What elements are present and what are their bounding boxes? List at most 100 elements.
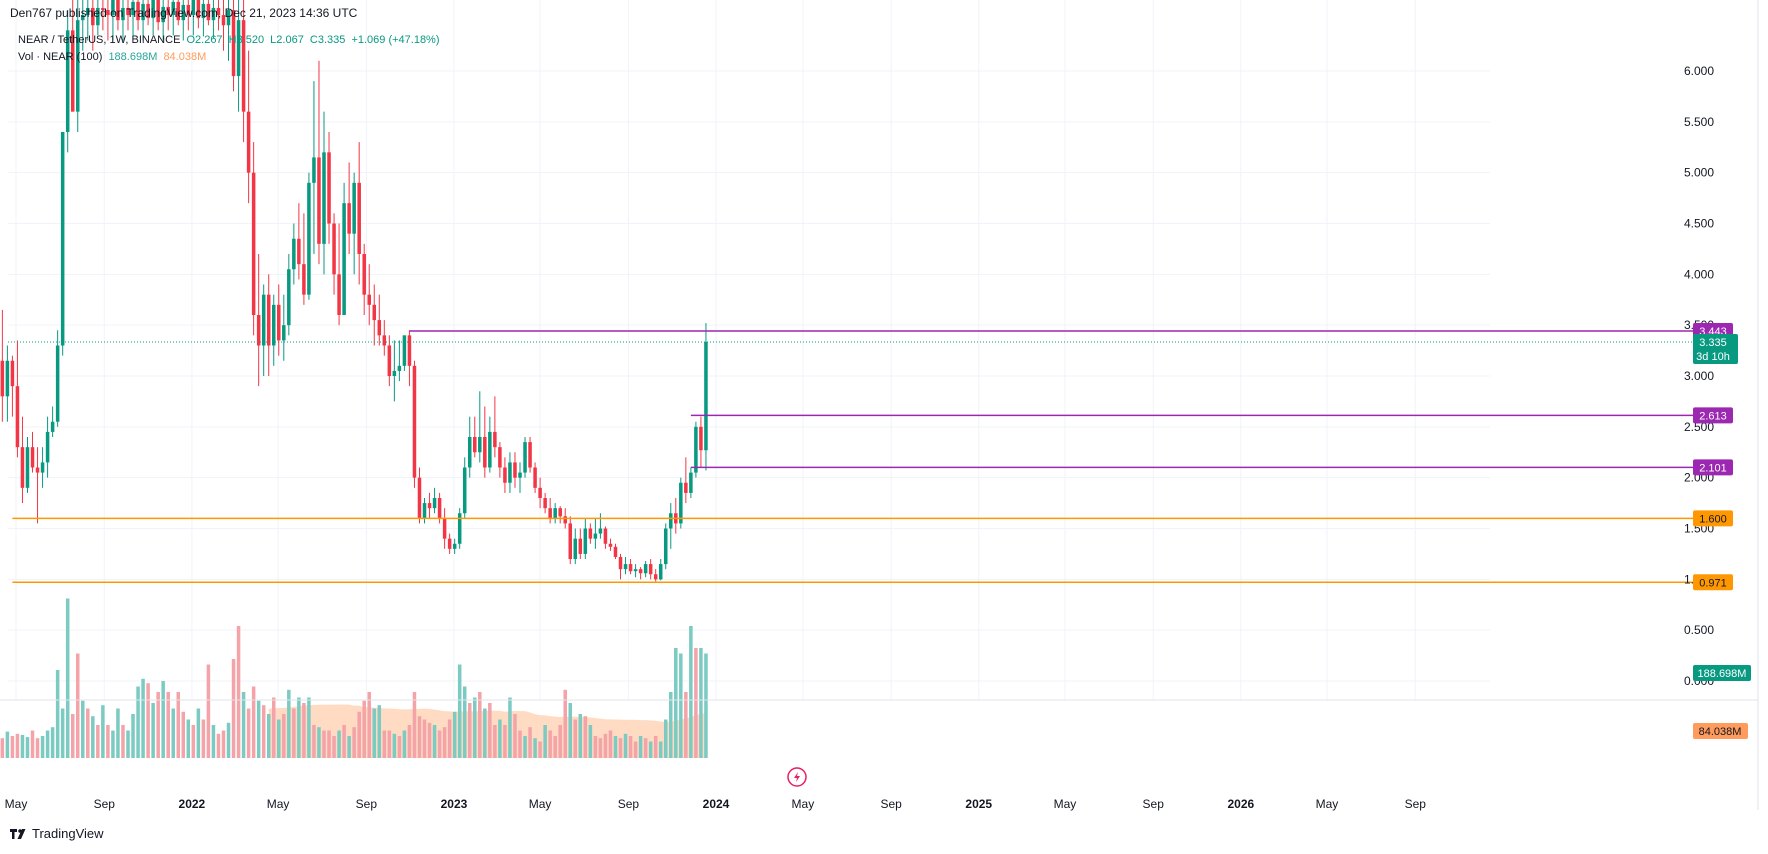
candle-body: [96, 7, 100, 26]
volume-last-badge: [1693, 665, 1751, 681]
candle-body: [266, 294, 271, 346]
candle-body: [226, 10, 231, 26]
candle-body: [432, 498, 437, 509]
volume-bar: [91, 716, 95, 758]
candle-body: [528, 442, 532, 468]
candle-body: [457, 513, 462, 544]
volume-bar: [35, 738, 40, 758]
candle-body: [0, 360, 5, 397]
volume-bar: [86, 708, 90, 758]
candle-body: [201, 3, 206, 19]
footer-brand[interactable]: TradingView: [10, 826, 104, 841]
volume-bar: [136, 686, 140, 758]
volume-bar: [538, 741, 542, 758]
candle-body: [292, 238, 296, 270]
volume-bar: [55, 670, 60, 758]
candle-body: [407, 335, 412, 366]
volume-bar: [402, 730, 407, 758]
volume-bar: [568, 703, 573, 758]
candle-body: [106, 10, 110, 16]
volume-bar: [81, 700, 85, 758]
candle-body: [277, 304, 281, 341]
candle-body: [327, 152, 331, 224]
volume-bar: [166, 692, 170, 758]
candle-body: [538, 487, 542, 498]
ohlc-low: L2.067: [270, 34, 304, 46]
candle-body: [246, 111, 251, 173]
time-tick-label: 2025: [965, 797, 992, 811]
volume-bar: [513, 714, 517, 758]
volume-bar: [563, 689, 567, 758]
volume-bar: [0, 738, 5, 758]
candle-body: [372, 304, 377, 321]
volume-bar: [578, 714, 583, 758]
candle-body: [588, 528, 593, 539]
published-line: Den767 published on TradingView.com, Dec…: [10, 6, 358, 20]
volume-bar: [246, 708, 251, 758]
candle-body: [302, 264, 306, 295]
candle-body: [533, 467, 537, 488]
volume-bar: [70, 714, 75, 758]
candle-body: [362, 254, 366, 295]
volume-bar: [704, 653, 708, 758]
time-tick-label: 2026: [1227, 797, 1254, 811]
volume-bar: [658, 741, 663, 758]
volume-label[interactable]: Vol · NEAR (100): [18, 51, 103, 63]
candle-body: [101, 7, 105, 10]
candle-body: [261, 294, 266, 346]
candle-body: [176, 1, 181, 21]
candle-body: [679, 482, 683, 524]
volume-bar: [287, 689, 291, 758]
time-tick-label: Sep: [618, 797, 640, 811]
volume-bar: [478, 692, 482, 758]
volume-bar: [337, 730, 341, 758]
candle-body: [478, 437, 482, 453]
volume-bar: [377, 705, 382, 758]
volume-bar: [623, 733, 628, 758]
symbol-name[interactable]: NEAR / TetherUS, 1W, BINANCE: [18, 34, 181, 46]
volume-bar: [357, 711, 361, 758]
candle-body: [161, 6, 165, 23]
level-badge-label: 1.600: [1699, 513, 1727, 525]
candle-body: [473, 437, 477, 453]
candle-body: [467, 437, 472, 468]
price-tick-label: 4.500: [1684, 217, 1714, 231]
candle-body: [518, 472, 522, 478]
candle-body: [387, 345, 392, 376]
lightning-icon[interactable]: [787, 767, 807, 787]
time-tick-label: May: [1316, 797, 1339, 811]
volume-bar: [161, 681, 165, 758]
volume-bar: [362, 700, 366, 758]
volume-legend: Vol · NEAR (100) 188.698M 84.038M: [18, 51, 209, 63]
candle-body: [568, 523, 573, 559]
volume-bar: [689, 626, 693, 758]
volume-bar: [241, 692, 246, 758]
volume-bar: [352, 727, 356, 758]
candle-body: [513, 462, 517, 478]
price-tick-label: 5.000: [1684, 166, 1714, 180]
volume-bar: [20, 734, 25, 758]
candle-body: [422, 503, 427, 519]
volume-bar: [45, 730, 50, 758]
volume-bar: [583, 716, 588, 758]
candle-body: [613, 546, 618, 557]
volume-bar: [50, 727, 55, 758]
level-badge: [1693, 459, 1733, 476]
candle-layer: [0, 0, 708, 582]
volume-bar: [307, 697, 311, 758]
volume-bar: [488, 703, 492, 758]
candle-body: [121, 7, 125, 21]
level-badge: [1693, 510, 1733, 527]
candle-body: [171, 1, 175, 16]
volume-bar: [347, 736, 351, 758]
volume-bar: [266, 714, 271, 758]
volume-bar: [533, 738, 537, 758]
candle-body: [653, 574, 658, 580]
volume-bar: [498, 719, 502, 758]
symbol-legend: NEAR / TetherUS, 1W, BINANCE O2.267 H3.5…: [18, 34, 443, 46]
volume-bar: [412, 692, 417, 758]
candle-body: [211, 7, 216, 21]
candle-body: [483, 437, 487, 468]
volume-bar: [503, 725, 507, 758]
